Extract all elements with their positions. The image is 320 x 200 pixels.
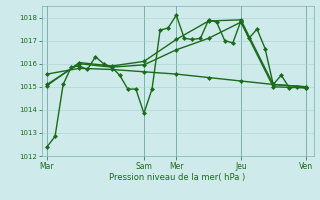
X-axis label: Pression niveau de la mer( hPa ): Pression niveau de la mer( hPa ): [109, 173, 246, 182]
